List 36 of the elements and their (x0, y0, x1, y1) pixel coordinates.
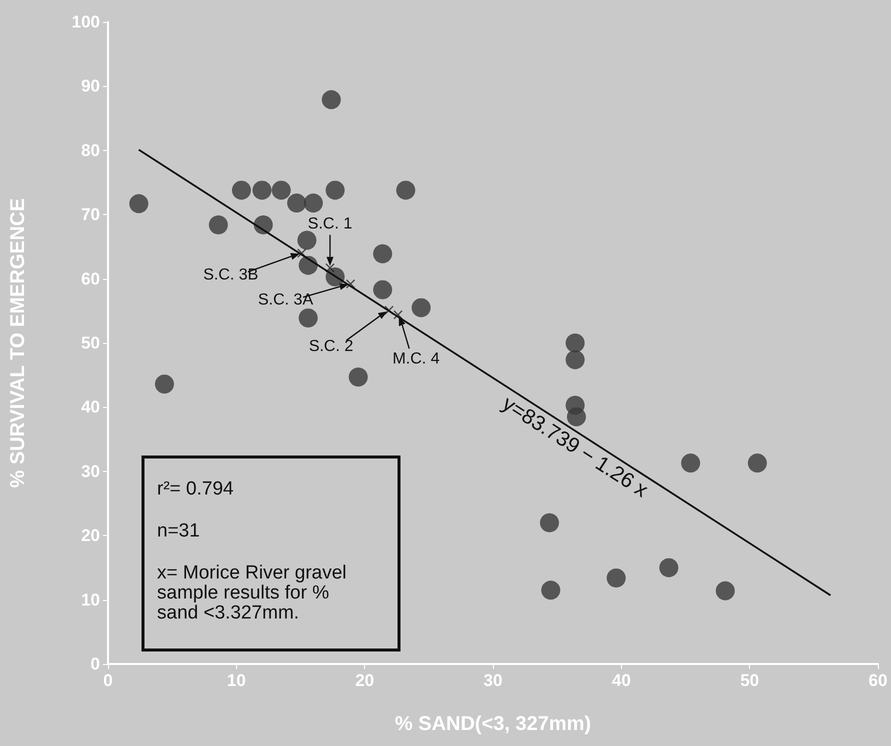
point (606, 568, 626, 588)
point (232, 180, 251, 200)
point (373, 244, 392, 264)
point (373, 280, 392, 300)
point (287, 194, 306, 213)
point (348, 368, 368, 387)
annotation: r²= 0.794 (157, 478, 234, 500)
annotation: S.C. 3B (203, 266, 258, 284)
point (298, 256, 318, 275)
point (304, 194, 323, 213)
annotation: S.C. 3A (258, 291, 314, 308)
point (540, 513, 559, 532)
point (322, 90, 341, 110)
annotation: n=31 (157, 520, 200, 542)
point (748, 454, 767, 473)
point (297, 230, 316, 250)
point (326, 263, 335, 272)
point (681, 454, 700, 473)
point (129, 194, 148, 214)
annotation: x= Morice River gravel sample results for % sand <3.327mm. (157, 562, 352, 624)
annotation: S.C. 2 (308, 338, 354, 355)
point (326, 180, 345, 200)
point (252, 180, 272, 200)
point (272, 180, 291, 200)
point (298, 308, 318, 328)
point (566, 350, 585, 370)
point (541, 580, 560, 600)
point (659, 558, 678, 578)
point (208, 215, 228, 234)
point (396, 180, 416, 200)
point (412, 298, 431, 318)
annotation: M.C. 4 (392, 350, 440, 368)
annotation: S.C. 1 (308, 215, 352, 232)
point (566, 334, 585, 352)
point (154, 374, 174, 394)
point (716, 581, 735, 600)
